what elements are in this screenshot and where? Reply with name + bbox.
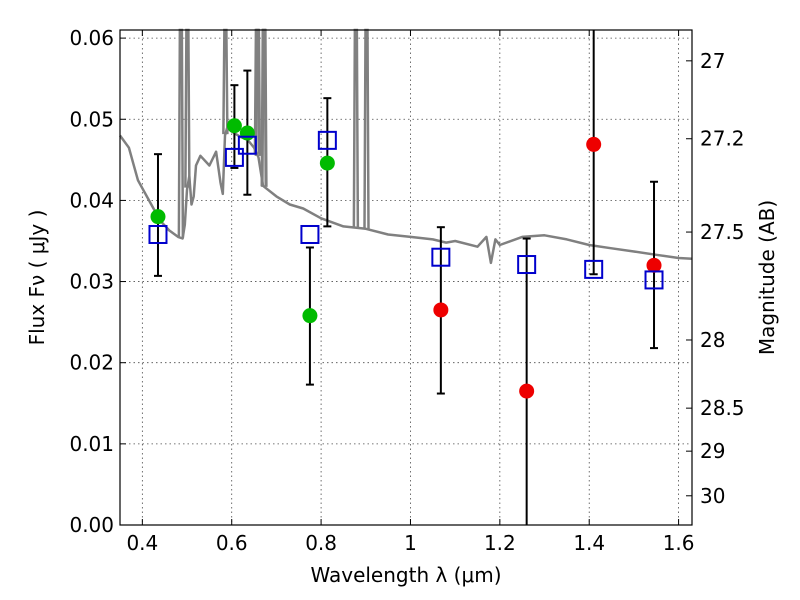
emission-line xyxy=(184,28,191,188)
y-tick-label: 0.01 xyxy=(69,432,114,456)
plot-frame xyxy=(119,29,693,526)
emission-line xyxy=(177,28,185,238)
model-photometry-square xyxy=(237,135,257,155)
model-spectrum-layer xyxy=(118,28,693,265)
data-point-green xyxy=(239,125,255,141)
y2-tick-label: 29 xyxy=(700,439,725,463)
y-tick-label: 0.02 xyxy=(69,351,114,375)
y-tick-label: 0.06 xyxy=(69,26,114,50)
data-point-green xyxy=(319,155,335,171)
data-point-green xyxy=(150,209,166,225)
data-point-red xyxy=(586,136,602,152)
y2-tick-label: 27.5 xyxy=(700,220,745,244)
y2-tick-label: 30 xyxy=(700,484,725,508)
model-spectrum-line xyxy=(118,126,693,265)
emission-line xyxy=(363,28,370,229)
axis-ticks: 0.4 0.6 0.8 1 1.2 1.4 1.6 0.00 0.01 0.02 0.03 0.04 0… xyxy=(69,26,744,555)
model-photometry-square xyxy=(224,147,244,167)
emission-line xyxy=(352,28,360,228)
emission-line xyxy=(222,28,229,135)
x-tick-label: 0.6 xyxy=(216,531,248,555)
data-point-green xyxy=(226,118,242,134)
y-axis-title: Flux Fν ( μJy ) xyxy=(25,210,49,346)
data-point-red xyxy=(646,257,662,273)
data-point-red xyxy=(519,383,535,399)
y2-axis-title: Magnitude (AB) xyxy=(755,200,779,355)
y-tick-label: 0.04 xyxy=(69,188,114,212)
data-point-red xyxy=(433,302,449,318)
y-tick-label: 0.03 xyxy=(69,270,114,294)
model-photometry-square xyxy=(517,255,537,275)
x-tick-label: 0.4 xyxy=(126,531,158,555)
model-photometry-square xyxy=(317,130,337,150)
data-point-green xyxy=(302,308,318,324)
model-photometry-square xyxy=(584,259,604,279)
y-tick-label: 0.00 xyxy=(69,513,114,537)
x-tick-label: 1 xyxy=(404,531,417,555)
grid-lines xyxy=(120,30,692,526)
model-photometry-square xyxy=(148,224,168,244)
y2-tick-label: 27 xyxy=(700,49,725,73)
model-photometry-square xyxy=(644,270,664,290)
y2-tick-label: 28.5 xyxy=(700,396,745,420)
x-tick-label: 1.2 xyxy=(484,531,516,555)
x-tick-label: 0.8 xyxy=(305,531,337,555)
model-photometry-square xyxy=(431,247,451,267)
x-tick-label: 1.6 xyxy=(663,531,695,555)
markers-layer xyxy=(148,118,664,399)
x-axis-title: Wavelength λ (μm) xyxy=(310,563,501,587)
y-tick-label: 0.05 xyxy=(69,107,114,131)
model-photometry-square xyxy=(300,224,320,244)
y2-tick-label: 27.2 xyxy=(700,127,745,151)
y2-tick-label: 28 xyxy=(700,328,725,352)
x-tick-label: 1.4 xyxy=(573,531,605,555)
error-bars-layer xyxy=(153,30,659,525)
